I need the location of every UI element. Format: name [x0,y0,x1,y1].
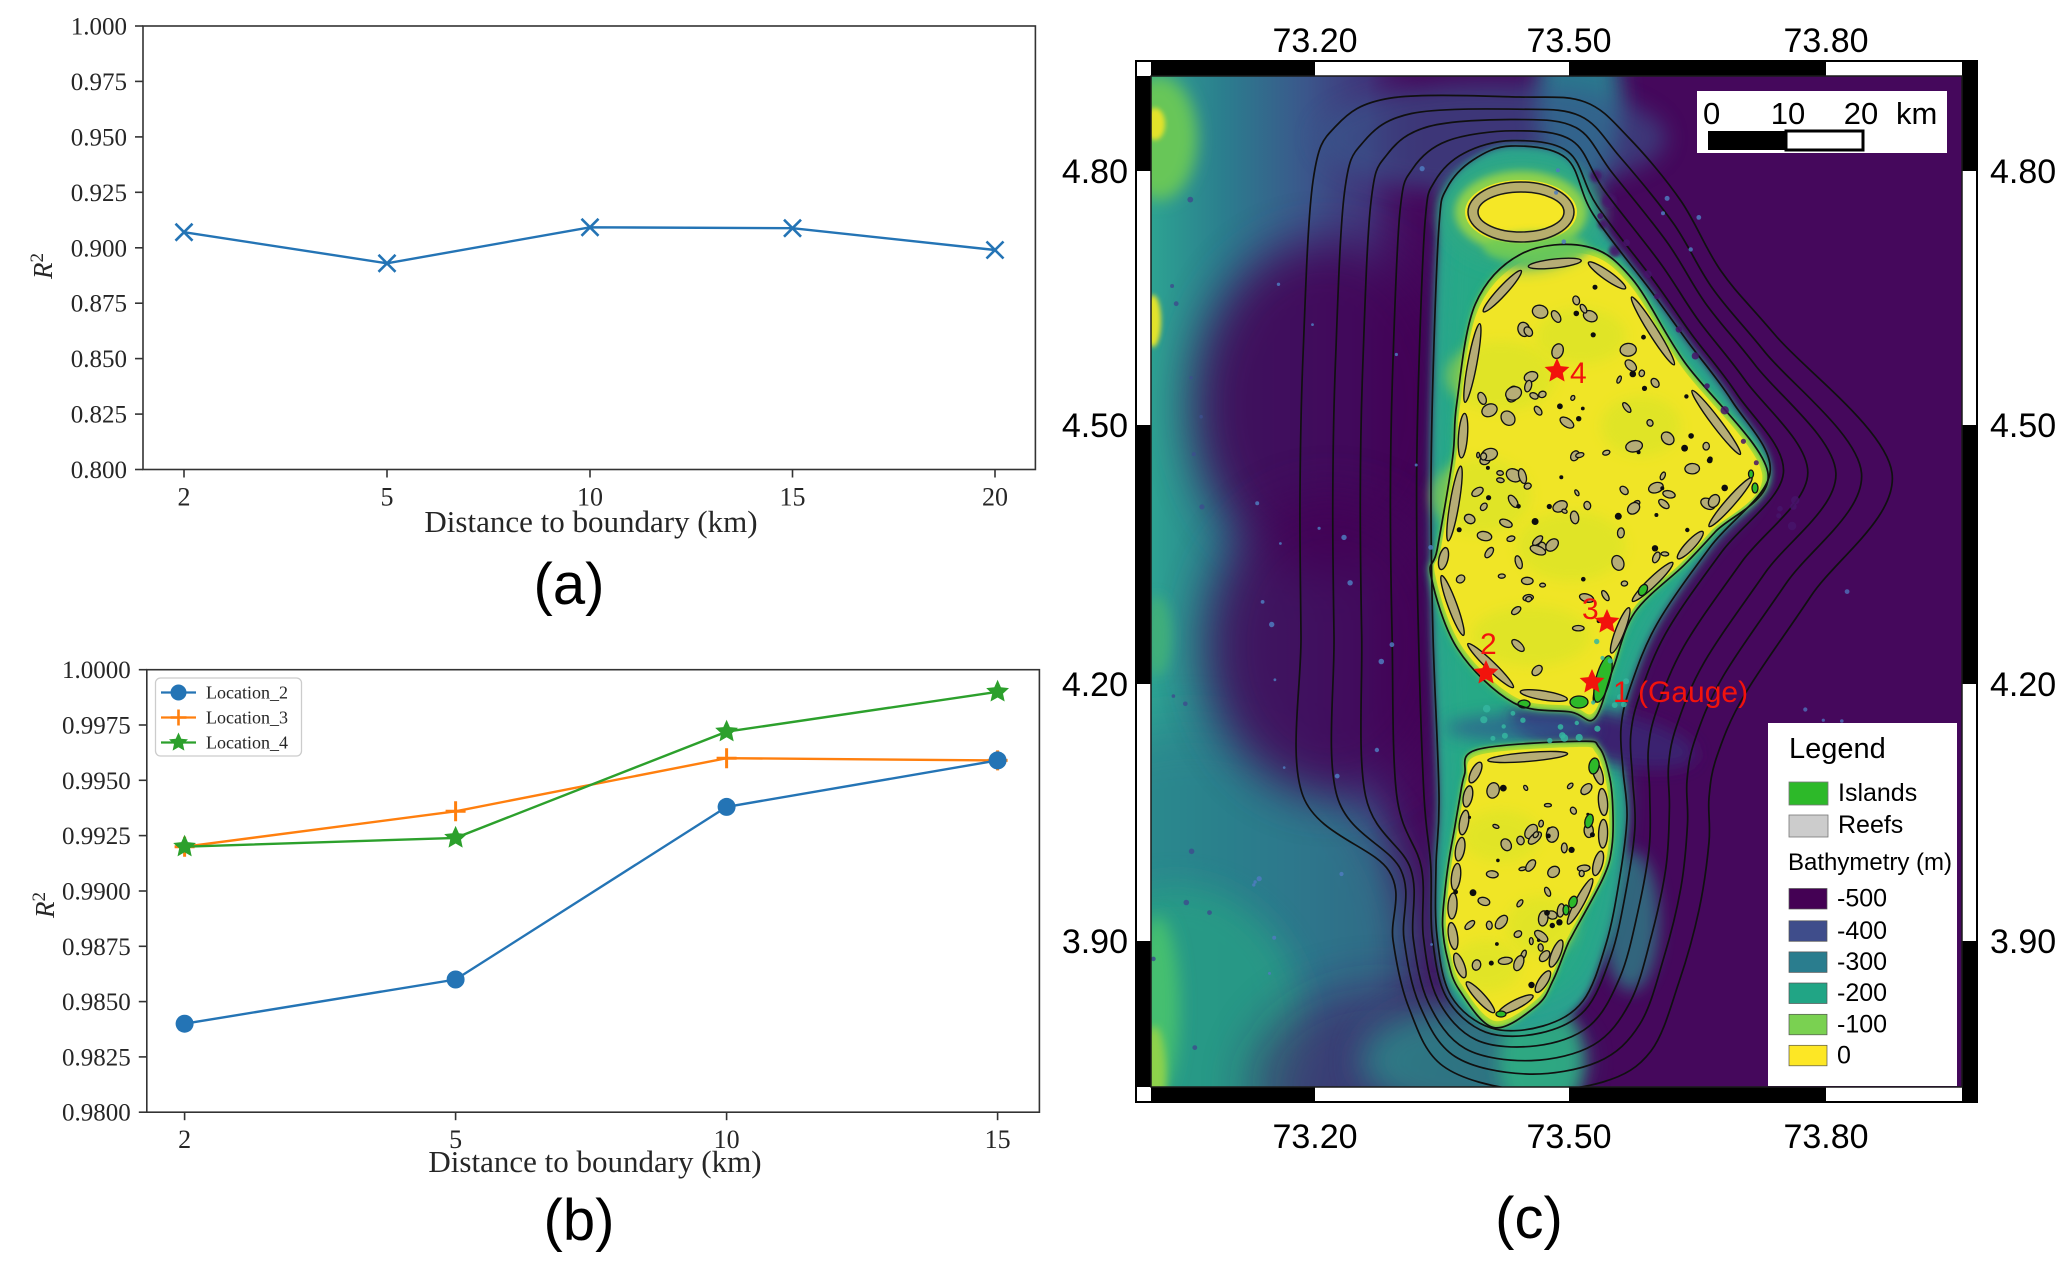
svg-text:20: 20 [982,483,1008,512]
svg-text:-200: -200 [1837,979,1887,1007]
svg-text:4.80: 4.80 [1062,153,1128,191]
svg-text:5: 5 [381,483,394,512]
svg-text:73.20: 73.20 [1272,1118,1357,1156]
svg-text:4: 4 [1570,357,1587,390]
svg-text:3.90: 3.90 [1062,923,1128,961]
svg-text:73.50: 73.50 [1526,1118,1611,1156]
svg-text:0.975: 0.975 [71,69,127,96]
svg-text:73.80: 73.80 [1783,1118,1868,1156]
svg-text:0.950: 0.950 [71,124,127,151]
svg-text:2: 2 [1480,628,1497,661]
svg-text:0: 0 [1837,1041,1851,1069]
svg-text:0.9850: 0.9850 [62,989,131,1016]
svg-text:0.800: 0.800 [71,457,127,484]
svg-text:4.50: 4.50 [1062,407,1128,445]
svg-text:-500: -500 [1837,885,1887,913]
svg-text:Distance to boundary (km): Distance to boundary (km) [428,1144,761,1179]
svg-text:15: 15 [985,1125,1011,1154]
svg-text:0.9975: 0.9975 [62,713,131,740]
svg-text:(a): (a) [534,552,605,617]
svg-text:2: 2 [178,1125,191,1154]
svg-text:0.925: 0.925 [71,180,127,207]
svg-text:20: 20 [1844,96,1878,131]
svg-text:0.850: 0.850 [71,346,127,373]
svg-text:10: 10 [1771,96,1805,131]
svg-text:10: 10 [577,483,603,512]
svg-text:15: 15 [780,483,806,512]
svg-text:3.90: 3.90 [1990,923,2056,961]
svg-text:0.9875: 0.9875 [62,934,131,961]
svg-text:(c): (c) [1495,1186,1563,1251]
svg-text:-400: -400 [1837,917,1887,945]
svg-text:-300: -300 [1837,948,1887,976]
svg-text:0.9925: 0.9925 [62,823,131,850]
svg-text:R2: R2 [29,892,60,919]
svg-text:Legend: Legend [1789,733,1886,765]
svg-text:4.20: 4.20 [1990,666,2056,704]
svg-text:0.9950: 0.9950 [62,768,131,795]
svg-text:0.9800: 0.9800 [62,1100,131,1127]
svg-text:0.9825: 0.9825 [62,1044,131,1071]
svg-text:Reefs: Reefs [1838,811,1903,839]
svg-text:Location_4: Location_4 [206,733,288,753]
svg-text:km: km [1896,96,1937,131]
svg-text:-100: -100 [1837,1010,1887,1038]
svg-text:0.825: 0.825 [71,402,127,429]
svg-text:5: 5 [449,1125,462,1154]
svg-text:1 (Gauge): 1 (Gauge) [1613,676,1748,709]
svg-text:10: 10 [714,1125,740,1154]
svg-text:Islands: Islands [1838,779,1917,807]
svg-text:R2: R2 [27,253,58,280]
svg-text:73.20: 73.20 [1272,22,1357,60]
svg-text:Distance to boundary (km): Distance to boundary (km) [424,504,757,539]
svg-text:73.50: 73.50 [1526,22,1611,60]
svg-text:Location_3: Location_3 [206,708,288,728]
svg-text:0.875: 0.875 [71,291,127,318]
svg-text:0.9900: 0.9900 [62,879,131,906]
svg-text:(b): (b) [544,1188,615,1253]
svg-text:0: 0 [1703,96,1720,131]
svg-text:1.000: 1.000 [71,14,127,41]
svg-text:4.80: 4.80 [1990,153,2056,191]
svg-text:Bathymetry (m): Bathymetry (m) [1788,849,1952,876]
svg-text:0.900: 0.900 [71,235,127,262]
svg-text:73.80: 73.80 [1783,22,1868,60]
svg-text:Location_2: Location_2 [206,683,288,703]
svg-text:4.20: 4.20 [1062,666,1128,704]
svg-text:1.0000: 1.0000 [62,657,131,684]
svg-text:4.50: 4.50 [1990,407,2056,445]
svg-text:3: 3 [1582,593,1599,626]
svg-text:2: 2 [178,483,191,512]
